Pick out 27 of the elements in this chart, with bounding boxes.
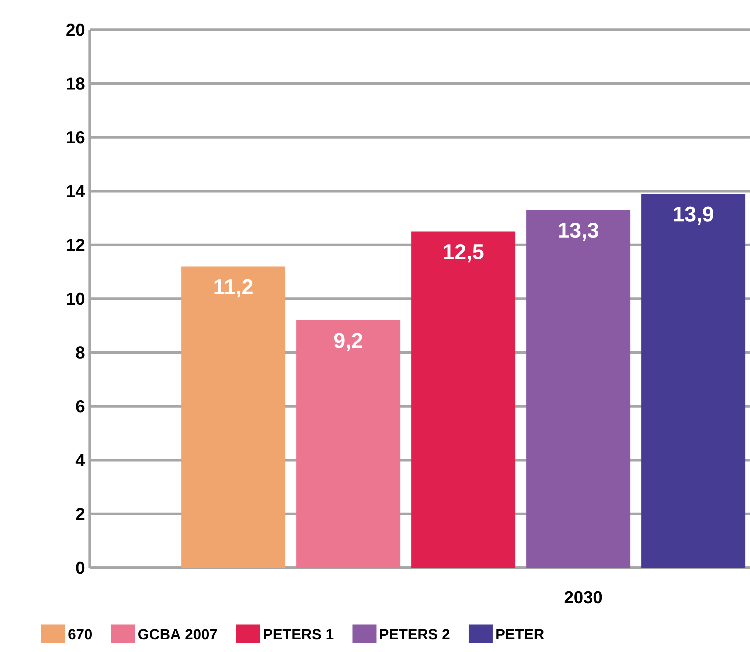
data-label: 13,9: [674, 206, 714, 225]
y-tick-label: 8: [76, 346, 85, 359]
legend-label: PETERS 2: [380, 629, 450, 640]
y-tick-label: 2: [76, 508, 85, 520]
legend-label: PETER: [496, 629, 544, 640]
y-tick-label: 6: [76, 400, 85, 413]
bar: [642, 194, 746, 568]
x-tick-label: 2030: [564, 591, 602, 604]
bar: [182, 266, 286, 568]
legend-label: 670: [68, 629, 92, 640]
y-tick-label: 20: [66, 24, 85, 36]
y-tick-label: 16: [67, 131, 85, 144]
y-tick-label: 14: [67, 185, 86, 198]
data-label: 9,2: [334, 333, 363, 352]
legend-label: GCBA 2007: [138, 629, 218, 640]
y-tick-label: 10: [67, 292, 85, 306]
bar: [296, 320, 401, 568]
data-label: 12,5: [444, 244, 484, 263]
y-tick-label: 4: [76, 454, 86, 466]
y-tick-label: 0: [76, 562, 85, 574]
data-label: 13,3: [559, 222, 599, 242]
data-label: 11,2: [214, 279, 253, 298]
bar: [526, 210, 631, 568]
bar: [412, 232, 516, 568]
y-tick-label: 12: [67, 239, 85, 252]
legend-label: PETERS 1: [264, 629, 334, 640]
y-tick-label: 18: [67, 78, 85, 90]
